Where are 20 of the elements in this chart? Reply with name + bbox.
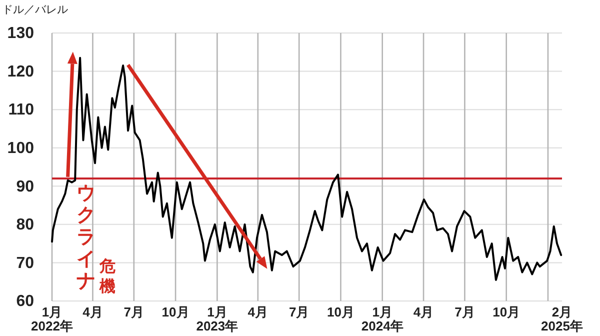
x-tick-label: 10月 xyxy=(492,304,520,320)
x-tick-label: 7月 xyxy=(454,304,475,320)
y-tick-label: 120 xyxy=(7,63,34,80)
y-tick-label: 110 xyxy=(8,102,34,119)
y-tick-label: 100 xyxy=(7,140,34,157)
x-tick-label: 10月 xyxy=(326,304,354,320)
x-tick-label: 4月 xyxy=(413,304,434,320)
x-tick-label: 1月 2024年 xyxy=(361,304,404,334)
x-tick-label: 1月 2023年 xyxy=(196,304,238,334)
x-tick-label: 7月 xyxy=(288,304,310,320)
x-tick-label: 2月 2025年 xyxy=(541,304,583,334)
x-tick-label: 10月 xyxy=(162,304,190,320)
x-tick-label: 7月 xyxy=(124,304,144,320)
x-tick-label: 4月 xyxy=(248,304,268,320)
y-tick-label: 70 xyxy=(16,254,34,272)
y-tick-label: 130 xyxy=(7,25,34,42)
y-tick-label: 90 xyxy=(16,178,34,196)
y-axis-title: ドル／バレル xyxy=(2,3,68,16)
x-tick-label: 4月 xyxy=(82,304,103,320)
y-tick-label: 80 xyxy=(16,216,34,234)
